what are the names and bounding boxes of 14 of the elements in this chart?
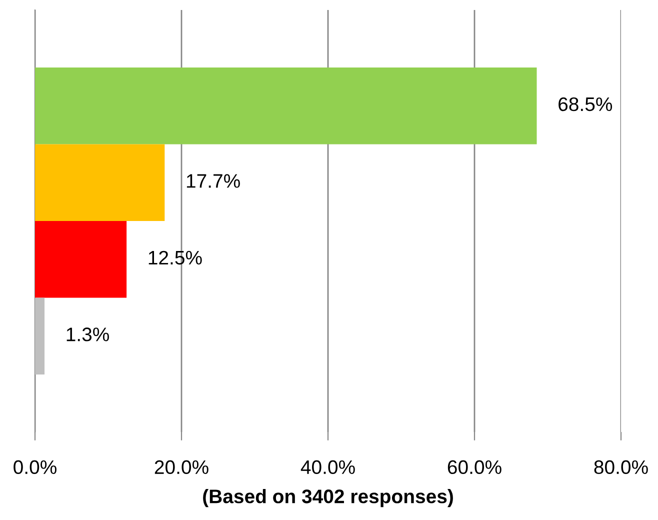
data-label: 68.5% <box>558 97 612 112</box>
x-tick-label: 40.0% <box>300 460 355 474</box>
x-tick-label: 80.0% <box>594 460 648 474</box>
bar <box>35 68 537 144</box>
bar <box>35 298 45 374</box>
bar <box>35 221 127 298</box>
data-label: 17.7% <box>186 174 240 188</box>
bar <box>35 144 165 221</box>
data-label: 1.3% <box>66 328 109 342</box>
x-axis-title: (Based on 3402 responses) <box>203 489 453 508</box>
x-tick-label: 20.0% <box>154 460 208 474</box>
x-tick-label: 60.0% <box>448 460 502 474</box>
x-tick-label: 0.0% <box>14 460 56 474</box>
data-label: 12.5% <box>148 250 202 265</box>
